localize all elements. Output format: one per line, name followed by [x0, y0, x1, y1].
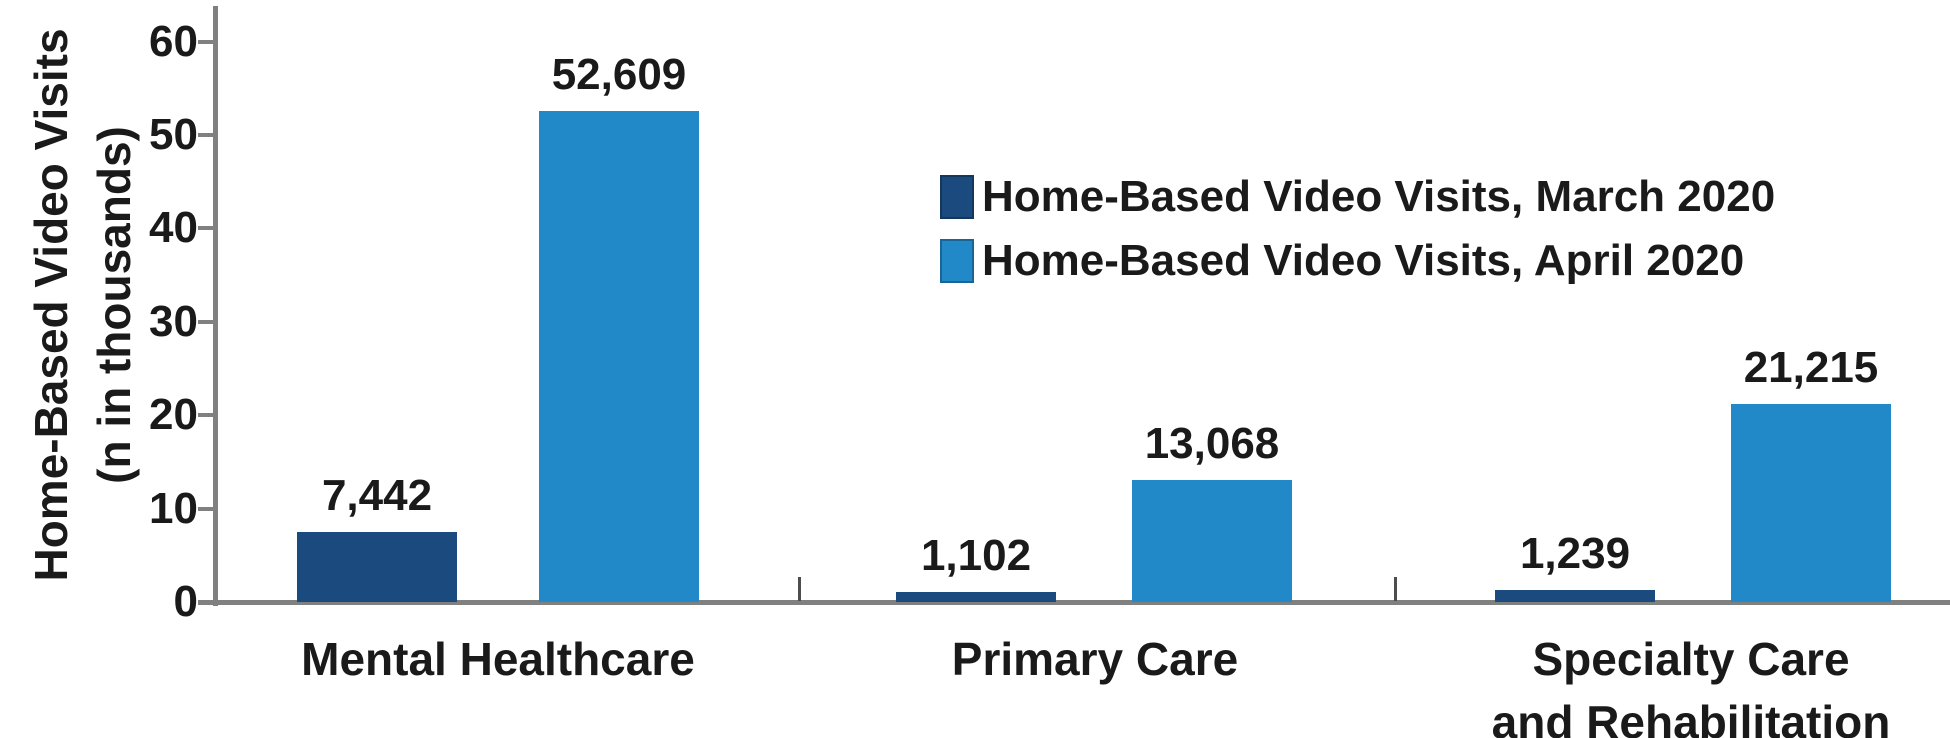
legend-label-march-2020: Home-Based Video Visits, March 2020: [982, 172, 1776, 221]
y-tick-label-30: 30: [149, 296, 198, 346]
x-category-label-primary-care: Primary Care: [951, 633, 1239, 685]
x-axis-boundary-tick-1: [798, 577, 801, 601]
bar-march-2020-mental-healthcare: [297, 532, 457, 602]
bar-april-2020-specialty-care: [1731, 403, 1891, 602]
legend-label-april-2020: Home-Based Video Visits, April 2020: [982, 236, 1745, 285]
y-axis-line: [213, 6, 218, 606]
bar-april-2020-primary-care: [1132, 479, 1292, 602]
y-tick-label-0: 0: [173, 577, 198, 626]
y-tick-label-20: 20: [149, 390, 198, 440]
y-tick-label-50: 50: [149, 110, 198, 159]
y-tick-mark-10: [198, 506, 214, 511]
legend: Home-Based Video Visits, March 2020 Home…: [940, 172, 1775, 300]
bar-april-2020-mental-healthcare: [539, 110, 699, 602]
value-label-march-2020-mental-healthcare: 7,442: [321, 471, 433, 521]
legend-item-april-2020: Home-Based Video Visits, April 2020: [940, 236, 1775, 286]
y-tick-label-40: 40: [149, 203, 198, 253]
bar-march-2020-specialty-care: [1495, 590, 1655, 602]
x-category-label-mental-healthcare: Mental Healthcare: [301, 633, 695, 685]
value-label-march-2020-specialty-care: 1,239: [1519, 529, 1631, 579]
y-tick-label-60: 60: [149, 16, 198, 66]
bar-march-2020-primary-care: [896, 591, 1056, 602]
y-tick-mark-0: [198, 600, 214, 604]
y-tick-mark-50: [198, 133, 214, 137]
value-label-march-2020-primary-care: 1,102: [920, 530, 1032, 580]
value-label-april-2020-mental-healthcare: 52,609: [551, 49, 687, 99]
value-label-april-2020-primary-care: 13,068: [1144, 418, 1280, 468]
y-tick-mark-30: [198, 319, 214, 324]
x-category-label-specialty-care: Specialty Care and Rehabilitation: [1491, 633, 1891, 738]
value-label-april-2020-specialty-care: 21,215: [1743, 342, 1879, 392]
x-axis-line: [198, 600, 1950, 605]
legend-swatch-april-2020: [940, 239, 974, 283]
y-tick-label-10: 10: [149, 483, 198, 533]
y-tick-mark-20: [198, 413, 214, 418]
x-axis-boundary-tick-2: [1394, 577, 1397, 601]
legend-item-march-2020: Home-Based Video Visits, March 2020: [940, 172, 1775, 222]
legend-swatch-march-2020: [940, 175, 974, 219]
y-tick-mark-40: [198, 226, 214, 231]
y-tick-mark-60: [198, 39, 214, 44]
